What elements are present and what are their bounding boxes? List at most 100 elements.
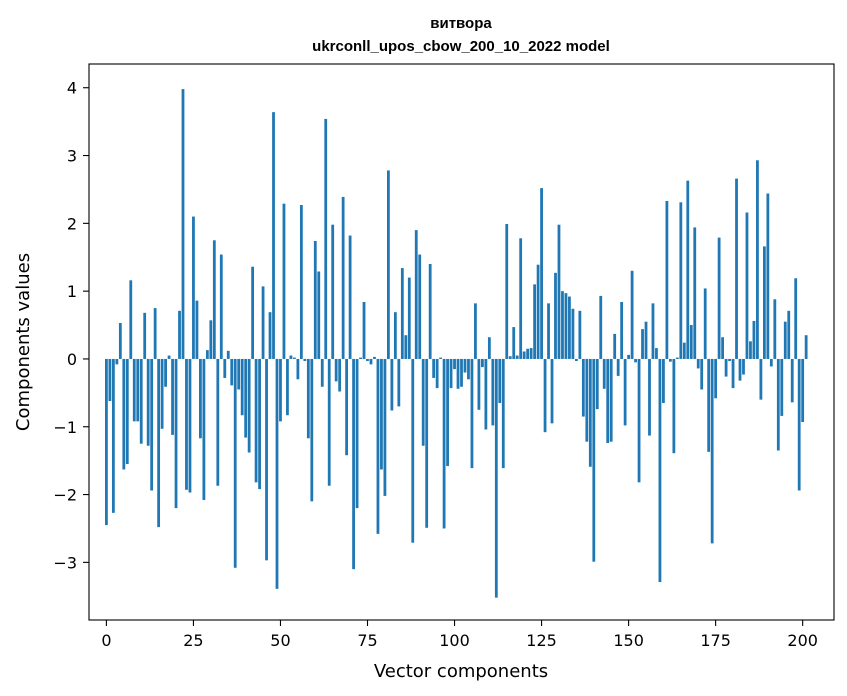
bar-67 xyxy=(338,358,342,392)
bar-40 xyxy=(244,358,248,438)
bar-122 xyxy=(529,348,533,359)
bar-4 xyxy=(118,323,122,359)
y-axis-ticks: −3 −2 −1 0 1 2 3 4 xyxy=(53,79,89,572)
bar-188 xyxy=(759,358,763,400)
bar-88 xyxy=(411,358,415,543)
plot-frame xyxy=(88,63,835,621)
bar-77 xyxy=(373,356,376,359)
bar-106 xyxy=(474,303,477,359)
bar-120 xyxy=(522,351,526,359)
bar-171 xyxy=(700,358,704,390)
bar-168 xyxy=(689,325,693,359)
bar-5 xyxy=(122,358,126,470)
bar-177 xyxy=(721,337,724,359)
bar-119 xyxy=(519,238,523,359)
bar-126 xyxy=(543,358,547,433)
bar-102 xyxy=(460,358,463,387)
bar-90 xyxy=(418,254,422,359)
bar-148 xyxy=(620,302,624,359)
bar-46 xyxy=(265,358,268,561)
bar-39 xyxy=(240,358,244,416)
bar-113 xyxy=(498,358,502,404)
bar-161 xyxy=(665,200,669,359)
bar-169 xyxy=(693,227,697,359)
bar-86 xyxy=(404,335,408,359)
x-tick-label-175: 175 xyxy=(700,631,731,650)
bar-194 xyxy=(780,358,784,416)
bar-149 xyxy=(623,358,627,426)
bar-89 xyxy=(414,230,418,359)
bar-181 xyxy=(735,178,738,359)
bar-68 xyxy=(341,196,345,359)
bar-145 xyxy=(609,358,613,442)
bar-26 xyxy=(195,300,199,359)
bar-58 xyxy=(306,358,310,439)
x-tick-label-50: 50 xyxy=(270,631,290,650)
bar-175 xyxy=(714,358,718,399)
bar-72 xyxy=(355,358,359,509)
y-tick-label-2: 2 xyxy=(67,214,77,233)
chart-title-line1: витвора xyxy=(430,15,492,32)
x-axis-label: Vector components xyxy=(374,661,548,682)
bar-30 xyxy=(209,320,213,359)
bar-131 xyxy=(561,291,564,359)
bar-69 xyxy=(345,358,349,456)
bar-108 xyxy=(481,358,484,368)
bar-59 xyxy=(310,358,314,502)
bar-128 xyxy=(550,358,554,424)
bar-23 xyxy=(185,358,188,490)
bar-160 xyxy=(662,358,665,404)
bar-115 xyxy=(505,224,509,359)
bar-74 xyxy=(362,302,366,359)
bar-176 xyxy=(717,237,721,359)
x-tick-label-0: 0 xyxy=(101,631,111,650)
bar-199 xyxy=(797,358,801,491)
bar-13 xyxy=(150,358,154,491)
bar-152 xyxy=(634,358,637,363)
bar-130 xyxy=(557,224,561,359)
bar-101 xyxy=(456,358,460,389)
y-tick-label-3: 3 xyxy=(67,147,77,166)
bar-182 xyxy=(738,358,742,381)
bars-group xyxy=(105,89,808,598)
bar-44 xyxy=(258,358,261,490)
bar-36 xyxy=(230,358,234,386)
bar-55 xyxy=(296,358,300,380)
bar-155 xyxy=(644,321,648,359)
bar-107 xyxy=(477,358,481,410)
bar-174 xyxy=(710,358,714,544)
bar-83 xyxy=(393,312,397,359)
bar-35 xyxy=(226,350,230,359)
bar-100 xyxy=(453,358,456,370)
bar-109 xyxy=(484,358,488,430)
x-axis-ticks: 0 25 50 75 100 125 150 175 200 xyxy=(101,620,818,650)
chart-title-line2: ukrconll_upos_cbow_200_10_2022 model xyxy=(312,38,610,55)
bar-157 xyxy=(651,303,655,359)
bar-6 xyxy=(125,358,129,465)
bar-3 xyxy=(115,358,119,365)
bar-110 xyxy=(487,337,491,359)
bar-112 xyxy=(494,358,498,598)
bar-18 xyxy=(167,355,171,359)
x-tick-label-150: 150 xyxy=(613,631,644,650)
bar-195 xyxy=(783,321,787,359)
bar-192 xyxy=(773,299,777,359)
bar-166 xyxy=(682,342,686,359)
bar-124 xyxy=(536,264,540,359)
bar-64 xyxy=(327,358,331,486)
y-axis-label: Components values xyxy=(13,253,34,431)
bar-117 xyxy=(512,327,516,359)
bar-111 xyxy=(491,358,495,426)
bar-10 xyxy=(139,358,143,444)
bar-87 xyxy=(407,277,411,359)
bar-66 xyxy=(334,358,338,382)
bar-133 xyxy=(568,296,571,359)
bar-15 xyxy=(157,358,161,528)
bar-24 xyxy=(188,358,192,493)
bar-173 xyxy=(707,358,711,452)
x-tick-label-200: 200 xyxy=(787,631,818,650)
y-tick-label--1: −1 xyxy=(53,418,77,437)
bar-116 xyxy=(508,356,512,359)
bar-48 xyxy=(272,112,275,359)
bar-150 xyxy=(627,354,630,359)
